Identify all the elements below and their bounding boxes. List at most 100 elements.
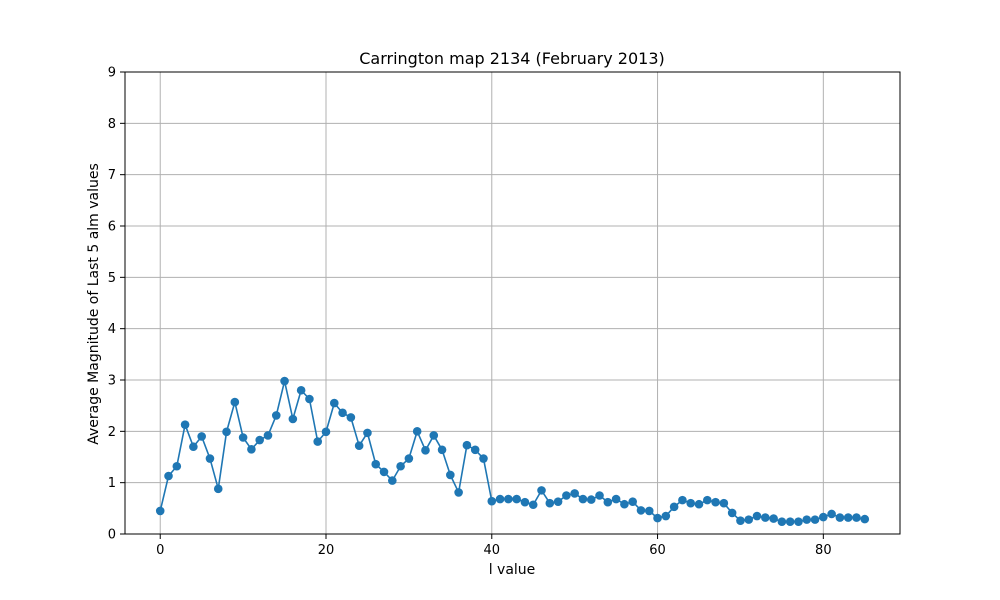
data-point <box>736 516 745 525</box>
data-point <box>802 515 812 524</box>
data-point <box>719 498 729 508</box>
data-point <box>860 514 870 524</box>
data-point <box>329 398 339 408</box>
data-point <box>835 513 845 522</box>
y-tick-label: 5 <box>108 271 116 286</box>
data-point <box>595 491 604 500</box>
data-point <box>694 499 704 509</box>
data-point <box>570 489 579 498</box>
data-point <box>495 494 505 504</box>
data-point <box>470 445 480 455</box>
data-series <box>155 376 870 526</box>
y-axis-label: Average Magnitude of Last 5 alm values <box>86 163 102 445</box>
x-tick-label: 0 <box>156 543 164 558</box>
data-point <box>172 461 182 471</box>
data-point <box>711 497 720 507</box>
data-point <box>852 513 861 522</box>
data-point <box>620 499 629 509</box>
data-point <box>263 431 273 440</box>
data-point <box>346 413 356 422</box>
y-tick-label: 9 <box>108 66 116 81</box>
data-point <box>338 408 347 418</box>
data-point <box>247 445 256 454</box>
data-point <box>388 476 397 485</box>
data-point <box>761 513 770 522</box>
data-point <box>562 491 571 500</box>
data-point <box>603 497 613 507</box>
data-point <box>512 494 521 504</box>
data-point <box>586 495 596 504</box>
data-point <box>487 496 497 506</box>
data-point <box>661 511 671 521</box>
data-point <box>777 517 787 526</box>
data-point <box>769 514 778 523</box>
plot-area-frame <box>124 71 901 535</box>
data-point <box>520 497 530 507</box>
data-point <box>819 512 828 522</box>
y-tick-label: 3 <box>108 374 116 389</box>
data-point <box>354 441 364 451</box>
data-point <box>321 427 331 437</box>
data-point <box>669 502 679 512</box>
data-point <box>164 471 173 481</box>
data-point <box>553 497 563 506</box>
data-point <box>636 506 646 515</box>
data-point <box>744 515 754 524</box>
data-point <box>827 509 836 519</box>
x-axis-label: l value <box>489 562 536 578</box>
data-point <box>785 517 795 526</box>
data-point <box>462 440 472 450</box>
data-point <box>628 497 637 506</box>
data-point <box>396 461 405 471</box>
y-tick-label: 7 <box>108 168 116 183</box>
data-point <box>404 454 414 463</box>
chart-title: Carrington map 2134 (February 2013) <box>359 49 665 68</box>
data-point <box>155 506 165 516</box>
data-point <box>686 498 696 508</box>
data-point <box>305 394 314 404</box>
data-point <box>752 511 762 521</box>
data-point <box>197 432 206 441</box>
data-point <box>421 446 430 455</box>
data-point <box>545 498 555 508</box>
y-tick-label: 2 <box>108 425 116 440</box>
data-point <box>611 494 621 504</box>
data-point <box>205 454 215 463</box>
data-point <box>504 494 513 504</box>
data-point <box>313 437 323 446</box>
data-point <box>528 500 538 510</box>
data-point <box>446 470 455 480</box>
data-point <box>702 495 712 505</box>
x-tick-label: 60 <box>649 543 666 558</box>
data-point <box>379 467 389 477</box>
y-tick-label: 1 <box>108 476 116 491</box>
y-tick-label: 6 <box>108 220 116 235</box>
y-tick-label: 0 <box>108 528 116 543</box>
data-point <box>222 427 231 437</box>
data-point <box>412 427 422 436</box>
data-point <box>678 495 687 505</box>
data-point <box>271 411 281 420</box>
y-tick-label: 8 <box>108 117 116 132</box>
axes-frame <box>124 71 901 535</box>
data-point <box>280 376 289 386</box>
data-point <box>479 454 488 463</box>
data-point <box>371 459 381 469</box>
data-point <box>296 385 306 395</box>
data-point <box>653 513 662 523</box>
x-tick-label: 40 <box>484 543 501 558</box>
data-point <box>727 508 737 518</box>
data-point <box>230 397 240 407</box>
y-tick-label: 4 <box>108 322 116 337</box>
x-tick-label: 20 <box>318 543 335 558</box>
data-point <box>644 506 654 516</box>
data-point <box>213 484 223 494</box>
axis-ticks: 0 20 40 60 80 0 1 2 3 4 5 6 7 8 9 <box>108 66 832 559</box>
data-point <box>810 515 820 524</box>
data-point <box>363 428 372 438</box>
data-point <box>578 494 588 504</box>
data-point <box>429 431 439 440</box>
